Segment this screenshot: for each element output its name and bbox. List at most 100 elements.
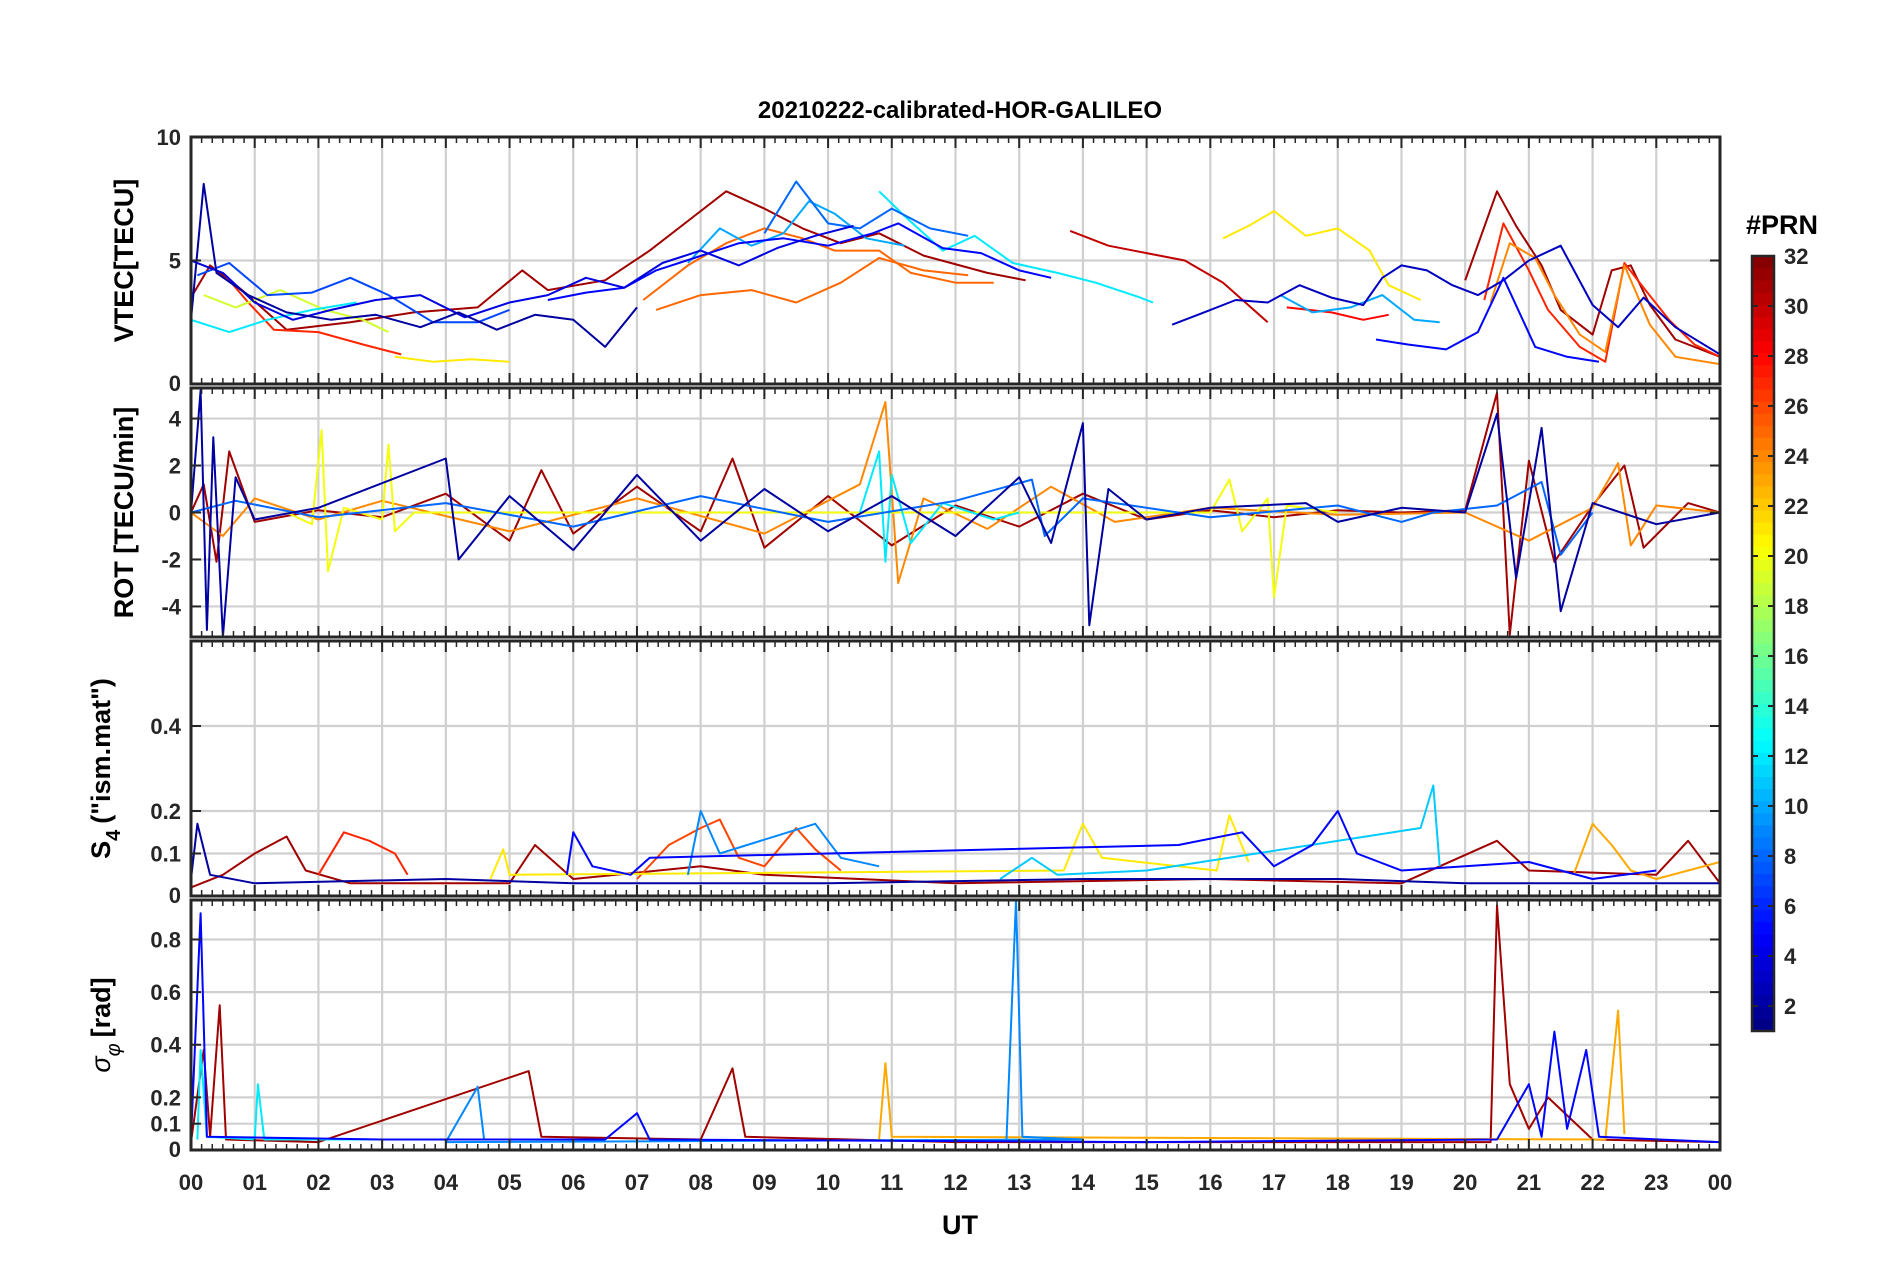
colorbar-tick-label: 24: [1784, 444, 1809, 469]
series-prn-8: [763, 180, 969, 237]
series-prn-31: [191, 190, 1026, 331]
colorbar-cell: [1752, 740, 1774, 753]
series-prn-25: [655, 257, 969, 311]
series-prn-19: [203, 289, 389, 334]
colorbar-cell: [1752, 921, 1774, 935]
colorbar-frame: [1750, 254, 1776, 1033]
colorbar-cell: [1752, 873, 1774, 886]
series-prn-12: [191, 301, 357, 334]
colorbar-cell: [1752, 594, 1774, 608]
series-prn-20: [286, 429, 1338, 599]
series-prn-21: [489, 814, 1250, 880]
series-prn-9: [686, 810, 880, 875]
x-tick-label: 12: [943, 1170, 967, 1195]
colorbar-cell: [1752, 485, 1774, 499]
series-prn-10: [687, 200, 905, 264]
x-tick-label: 05: [497, 1170, 521, 1195]
panel-sigma: 00.10.2 0.4 0.6 0.8 σφ[rad]: [86, 898, 1722, 1162]
colorbar-cell: [1752, 909, 1774, 923]
x-tick-label: 02: [306, 1170, 330, 1195]
colorbar-cell: [1752, 715, 1774, 729]
colorbar-cell: [1752, 388, 1774, 402]
colorbar-cell: [1752, 316, 1774, 329]
colorbar-title: #PRN: [1746, 210, 1818, 240]
x-tick-label: 00: [1708, 1170, 1732, 1195]
x-tick-label: 20: [1453, 1170, 1477, 1195]
colorbar-cell: [1752, 861, 1774, 874]
colorbar-cell: [1752, 546, 1774, 560]
panel-vtec: 0 5 10 VTEC[TECU]: [109, 125, 1722, 396]
colorbar-tick-label: 8: [1784, 844, 1796, 869]
colorbar-cell: [1752, 764, 1774, 778]
y-tick-label: 0: [169, 371, 181, 396]
y-tick-label: 0.4: [150, 1033, 181, 1058]
colorbar-cell: [1752, 691, 1774, 705]
series-prn-5: [565, 810, 1657, 880]
colorbar-cell: [1752, 449, 1774, 463]
x-tick-label: 19: [1389, 1170, 1413, 1195]
series-prn-3: [1171, 244, 1720, 356]
series-prn-4: [191, 224, 854, 321]
y-tick-label: 0.2: [150, 799, 181, 824]
colorbar-tick-label: 12: [1784, 744, 1808, 769]
x-tick-label: 01: [242, 1170, 266, 1195]
colorbar-cell: [1752, 970, 1774, 983]
colorbar-tick-label: 16: [1784, 644, 1808, 669]
colorbar-tick-label: 22: [1784, 494, 1808, 519]
colorbar-tick-label: 26: [1784, 394, 1808, 419]
x-tick-label: 23: [1644, 1170, 1668, 1195]
series-prn-31: [1464, 190, 1720, 358]
colorbar-cell: [1752, 437, 1774, 451]
colorbar-cell: [1752, 497, 1774, 511]
series-group: [191, 784, 1720, 889]
series-prn-2: [191, 822, 1720, 885]
colorbar-tick-label: 32: [1784, 244, 1808, 269]
y-tick-label: 2: [169, 454, 181, 479]
series-prn-26: [636, 818, 842, 880]
series-prn-5: [191, 912, 1720, 1144]
colorbar-cell: [1752, 958, 1774, 971]
colorbar-cell: [1752, 340, 1774, 354]
x-tick-label: 16: [1198, 1170, 1222, 1195]
colorbar-cell: [1752, 667, 1774, 681]
colorbar-cell: [1752, 933, 1774, 947]
colorbar-tick-label: 18: [1784, 594, 1808, 619]
colorbar-cell: [1752, 788, 1774, 802]
colorbar-tick-label: 20: [1784, 544, 1808, 569]
colorbar-cell: [1752, 849, 1774, 862]
y-tick-label: 0.1: [150, 1112, 181, 1137]
colorbar-cell: [1752, 655, 1774, 669]
colorbar-cell: [1752, 679, 1774, 693]
series-prn-2: [191, 389, 1720, 637]
panel-frame: [189, 135, 1722, 386]
panel-frame: [189, 898, 1722, 1152]
colorbar-cell: [1752, 631, 1774, 644]
x-tick-label: 09: [752, 1170, 776, 1195]
series-prn-5: [1375, 276, 1600, 363]
series-prn-27: [222, 272, 402, 356]
colorbar-cell: [1752, 776, 1774, 790]
x-tick-labels: 00 01 02 03 04 05 06 07 08 09 10 11 12 13 14 15 16 17 18 19…: [179, 1170, 1732, 1195]
colorbar-cell: [1752, 352, 1774, 366]
colorbar-cell: [1752, 267, 1774, 281]
x-tick-label: 17: [1262, 1170, 1286, 1195]
colorbar-cell: [1752, 279, 1774, 293]
x-tick-label: 06: [561, 1170, 585, 1195]
colorbar-cell: [1752, 1018, 1774, 1032]
colorbar-cell: [1752, 800, 1774, 814]
colorbar-tick-label: 4: [1784, 944, 1797, 969]
series-prn-12: [878, 190, 1154, 304]
series-prn-30: [1069, 229, 1269, 324]
colorbar-tick-label: 6: [1784, 894, 1796, 919]
colorbar-tick-label: 28: [1784, 344, 1808, 369]
colorbar-cell: [1752, 328, 1774, 342]
series-prn-21: [394, 355, 510, 363]
x-tick-label: 14: [1071, 1170, 1096, 1195]
colorbar-cell: [1752, 812, 1774, 826]
y-tick-label: 0.1: [150, 842, 181, 867]
x-tick-label: 04: [434, 1170, 459, 1195]
series-prn-21: [1222, 210, 1422, 301]
